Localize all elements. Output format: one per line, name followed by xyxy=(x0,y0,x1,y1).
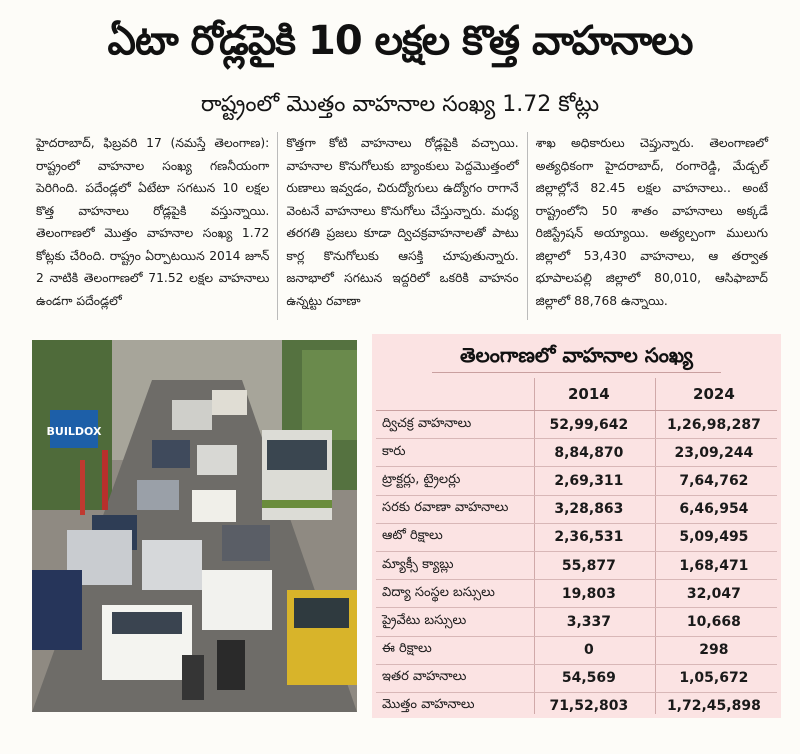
table-row: ఆటో రిక్షాలు 2,36,531 5,09,495 xyxy=(376,523,777,552)
article-body: హైదరాబాద్, ఫిబ్రవరి 17 (నమస్తే తెలంగాణ):… xyxy=(28,132,776,320)
article-column-2: కొత్తగా కోటి వాహనాలు రోడ్లపైకి వచ్చాయి. … xyxy=(277,132,526,320)
table-row: ఈ రిక్షాలు 0 298 xyxy=(376,636,777,665)
vehicle-stats-table: 2014 2024 ద్విచక్ర వాహనాలు 52,99,642 1,2… xyxy=(376,378,777,720)
table-row: ట్రాక్టర్లు, ట్రైలర్లు 2,69,311 7,64,762 xyxy=(376,466,777,496)
row-label: మ్యాక్సీ క్యాబ్లు xyxy=(376,551,527,581)
traffic-photo-illustration: BUILDOX xyxy=(32,340,357,712)
value-2024: 1,26,98,287 xyxy=(650,410,777,440)
row-label: ప్రైవేటు బస్సులు xyxy=(376,607,527,637)
value-2014: 0 xyxy=(526,636,651,665)
value-2024: 1,05,672 xyxy=(650,664,777,693)
table-row: ఇతర వాహనాలు 54,569 1,05,672 xyxy=(376,664,777,693)
header-2024: 2024 xyxy=(650,378,777,411)
value-2014: 19,803 xyxy=(526,579,651,609)
header-2014: 2014 xyxy=(526,378,651,411)
value-2014: 52,99,642 xyxy=(526,410,651,440)
row-label: ఈ రిక్షాలు xyxy=(376,636,527,665)
value-2024: 1,72,45,898 xyxy=(666,698,761,715)
value-2024: 10,668 xyxy=(650,607,777,637)
header-category xyxy=(376,378,527,411)
value-2024: 1,68,471 xyxy=(650,551,777,581)
value-2024: 6,46,954 xyxy=(650,495,777,524)
row-label: విద్యా సంస్థల బస్సులు xyxy=(376,579,527,609)
row-label: ట్రాక్టర్లు, ట్రైలర్లు xyxy=(376,466,527,496)
article-column-1: హైదరాబాద్, ఫిబ్రవరి 17 (నమస్తే తెలంగాణ):… xyxy=(36,136,270,308)
value-2024: 298 xyxy=(650,636,777,665)
row-label: సరకు రవాణా వాహనాలు xyxy=(376,495,527,524)
table-row: విద్యా సంస్థల బస్సులు 19,803 32,047 xyxy=(376,579,777,609)
value-2024: 5,09,495 xyxy=(650,523,777,552)
row-label: కారు xyxy=(376,438,527,468)
value-2014: 3,337 xyxy=(526,607,651,637)
row-label: మొత్తం వాహనాలు xyxy=(382,697,475,713)
value-2024: 23,09,244 xyxy=(650,438,777,468)
table-title: తెలంగాణలో వాహనాల సంఖ్య xyxy=(460,343,693,367)
value-2014: 2,69,311 xyxy=(526,466,651,496)
table-total-row: మొత్తం వాహనాలు 71,52,803 1,72,45,898 xyxy=(376,692,777,720)
value-2024: 7,64,762 xyxy=(650,466,777,496)
value-2014: 71,52,803 xyxy=(549,698,629,715)
headline: ఏటా రోడ్లపైకి 10 లక్షల కొత్త వాహనాలు xyxy=(107,18,694,64)
value-2014: 8,84,870 xyxy=(526,438,651,468)
table-row: ప్రైవేటు బస్సులు 3,337 10,668 xyxy=(376,607,777,637)
subheadline: రాష్ట్రంలో మొత్తం వాహనాల సంఖ్య 1.72 కోట్… xyxy=(200,92,600,117)
value-2014: 2,36,531 xyxy=(526,523,651,552)
article-column-3: శాఖ అధికారులు చెప్తున్నారు. తెలంగాణలో అత… xyxy=(526,132,776,320)
row-label: ద్విచక్ర వాహనాలు xyxy=(376,410,527,440)
traffic-photo: BUILDOX xyxy=(32,340,357,712)
vehicle-stats-panel: తెలంగాణలో వాహనాల సంఖ్య 2014 2024 ద్విచక్… xyxy=(372,334,781,718)
table-row: కారు 8,84,870 23,09,244 xyxy=(376,438,777,468)
value-2024: 32,047 xyxy=(650,579,777,609)
title-divider xyxy=(432,372,721,373)
row-label: ఇతర వాహనాలు xyxy=(376,664,527,693)
value-2014: 3,28,863 xyxy=(526,495,651,524)
table-header-row: 2014 2024 xyxy=(376,378,777,411)
table-row: ద్విచక్ర వాహనాలు 52,99,642 1,26,98,287 xyxy=(376,410,777,440)
value-2014: 55,877 xyxy=(526,551,651,581)
table-row: సరకు రవాణా వాహనాలు 3,28,863 6,46,954 xyxy=(376,495,777,524)
billboard-text: BUILDOX xyxy=(47,425,103,438)
table-row: మ్యాక్సీ క్యాబ్లు 55,877 1,68,471 xyxy=(376,551,777,581)
row-label: ఆటో రిక్షాలు xyxy=(376,523,527,552)
value-2014: 54,569 xyxy=(526,664,651,693)
